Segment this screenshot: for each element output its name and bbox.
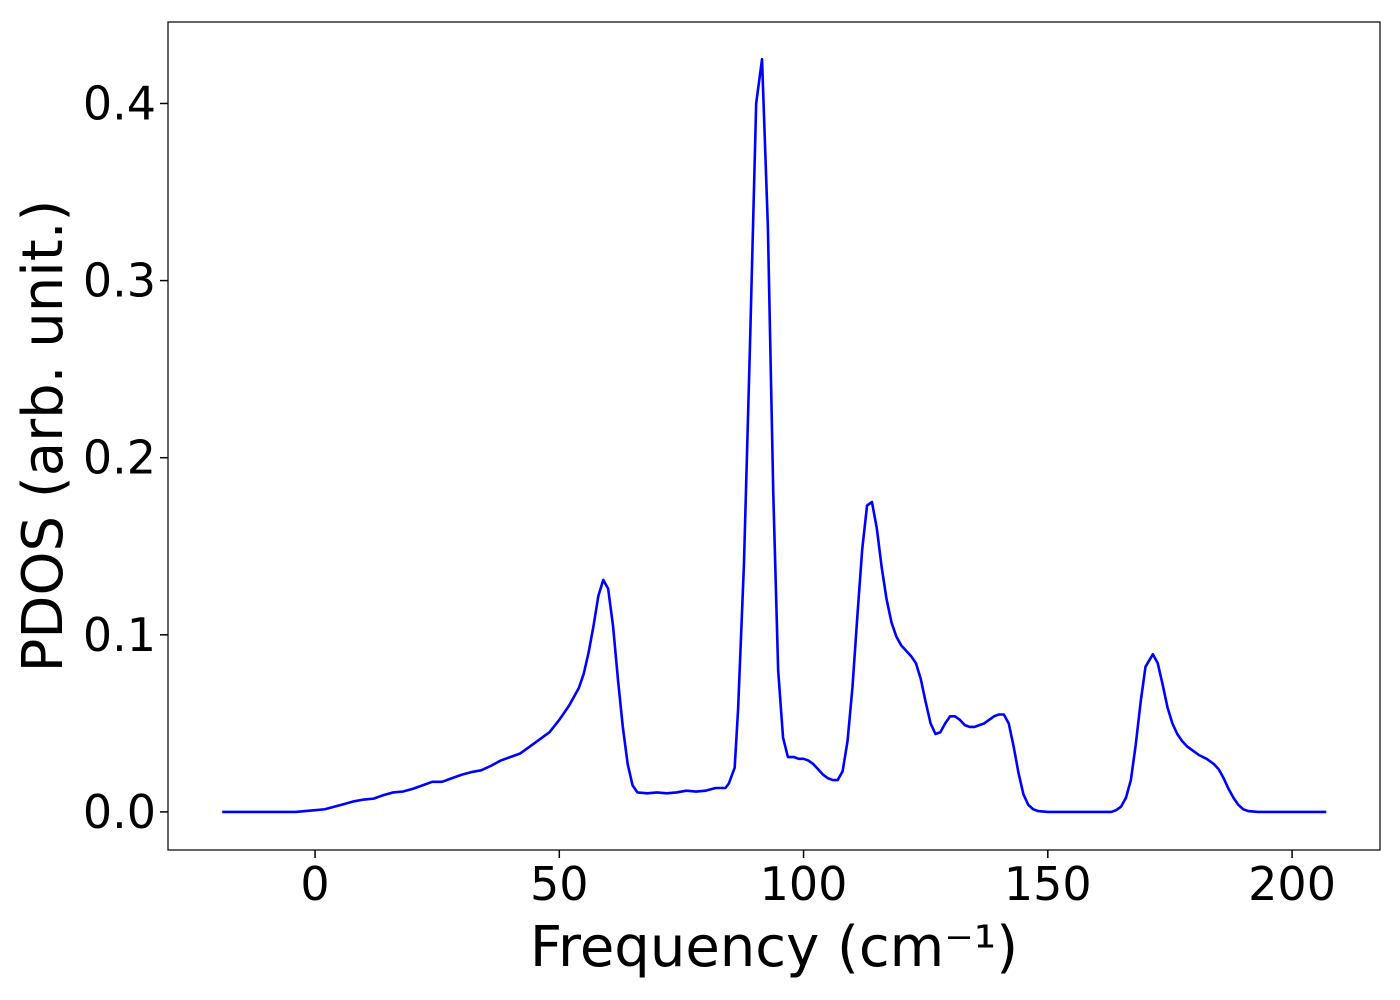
y-tick-label: 0.1 bbox=[83, 608, 156, 662]
y-tick-label: 0.0 bbox=[83, 785, 156, 839]
x-tick-label: 200 bbox=[1248, 857, 1336, 911]
y-tick-label: 0.2 bbox=[83, 431, 156, 485]
y-axis-label: PDOS (arb. unit.) bbox=[11, 200, 76, 673]
x-tick-label: 100 bbox=[760, 857, 848, 911]
x-tick-label: 150 bbox=[1004, 857, 1092, 911]
plot-frame bbox=[167, 21, 1381, 851]
x-tick-label: 0 bbox=[300, 857, 329, 911]
x-tick-label: 50 bbox=[530, 857, 589, 911]
y-tick-label: 0.4 bbox=[83, 76, 156, 130]
x-axis-label: Frequency (cm⁻¹) bbox=[530, 915, 1018, 980]
y-tick-label: 0.3 bbox=[83, 254, 156, 308]
data-line bbox=[222, 57, 1327, 814]
